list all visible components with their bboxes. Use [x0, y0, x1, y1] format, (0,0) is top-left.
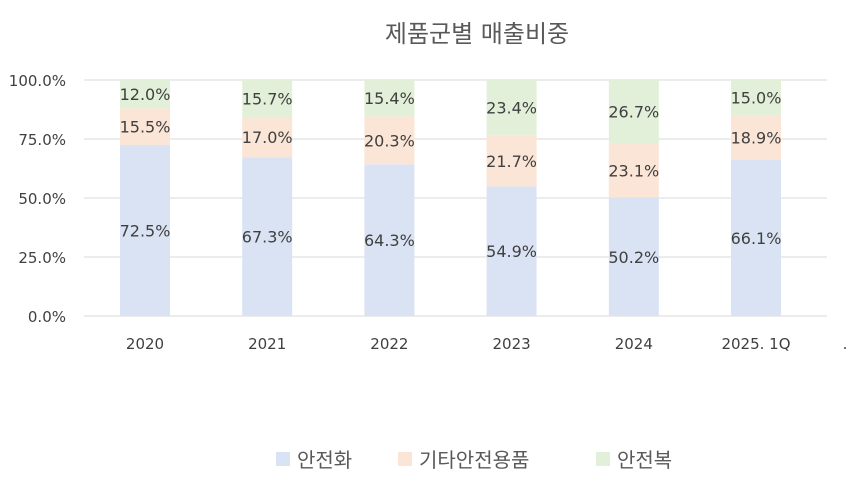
data-labels: 72.5% 15.5% 12.0% 67.3% 17.0% 15.7% 64.3% 20.3%… [120, 85, 782, 267]
bar-segment [731, 160, 781, 316]
gridlines [84, 79, 827, 317]
y-tick-label: 0.0% [28, 308, 66, 326]
data-label: 17.0% [242, 128, 293, 147]
x-tick-label: . [843, 335, 848, 353]
bar-segment [120, 108, 170, 145]
bars [120, 80, 781, 316]
x-tick-label: 2025. 1Q [721, 335, 790, 353]
bar-segment [242, 80, 293, 118]
x-tick-label: 2022 [370, 335, 408, 353]
legend: 안전화 기타안전용품 안전복 [276, 448, 672, 472]
data-label: 66.1% [731, 229, 782, 248]
bar-segment [120, 144, 170, 316]
legend-swatch [276, 452, 290, 466]
y-axis-tick-labels: 0.0% 25.0% 50.0% 75.0% 100.0% [9, 72, 66, 326]
data-label: 72.5% [120, 221, 171, 240]
y-tick-label: 25.0% [18, 249, 66, 267]
data-label: 64.3% [364, 231, 415, 250]
legend-swatch [596, 452, 610, 466]
bar-segment [486, 135, 537, 187]
data-label: 23.4% [486, 99, 537, 118]
bar-segment [120, 80, 170, 109]
data-label: 54.9% [486, 242, 537, 261]
data-label: 67.3% [242, 228, 293, 247]
data-label: 26.7% [608, 103, 659, 122]
x-tick-label: 2024 [615, 335, 653, 353]
data-label: 20.3% [364, 131, 415, 150]
bar-segment [731, 115, 781, 161]
data-label: 12.0% [120, 85, 171, 104]
legend-label: 기타안전용품 [419, 448, 529, 472]
data-label: 15.0% [731, 89, 782, 108]
legend-swatch [398, 452, 412, 466]
legend-label: 안전복 [617, 448, 672, 472]
bar-segment [364, 80, 415, 117]
bar-segment [242, 117, 293, 158]
bar-segment [731, 80, 781, 116]
bar-segment [242, 157, 293, 316]
x-tick-label: 2020 [126, 335, 164, 353]
x-tick-label: 2021 [248, 335, 286, 353]
data-label: 15.7% [242, 90, 293, 109]
data-label: 18.9% [731, 129, 782, 148]
data-label: 15.5% [120, 118, 171, 137]
chart-title: 제품군별 매출비중 [385, 20, 569, 48]
y-tick-label: 100.0% [9, 72, 66, 90]
data-label: 50.2% [608, 248, 659, 267]
data-label: 15.4% [364, 89, 415, 108]
y-tick-label: 75.0% [18, 131, 66, 149]
bar-segment [486, 80, 537, 136]
bar-segment [486, 186, 537, 316]
bar-segment [364, 164, 415, 316]
data-label: 21.7% [486, 152, 537, 171]
x-tick-label: 2023 [493, 335, 531, 353]
legend-label: 안전화 [297, 448, 352, 472]
bar-segment [608, 80, 659, 144]
bar-segment [608, 143, 659, 198]
bar-segment [364, 116, 415, 165]
y-tick-label: 50.0% [18, 190, 66, 208]
x-axis-tick-labels: 2020 2021 2022 2023 2024 2025. 1Q. [126, 335, 847, 353]
data-label: 23.1% [608, 161, 659, 180]
bar-segment [608, 197, 659, 316]
